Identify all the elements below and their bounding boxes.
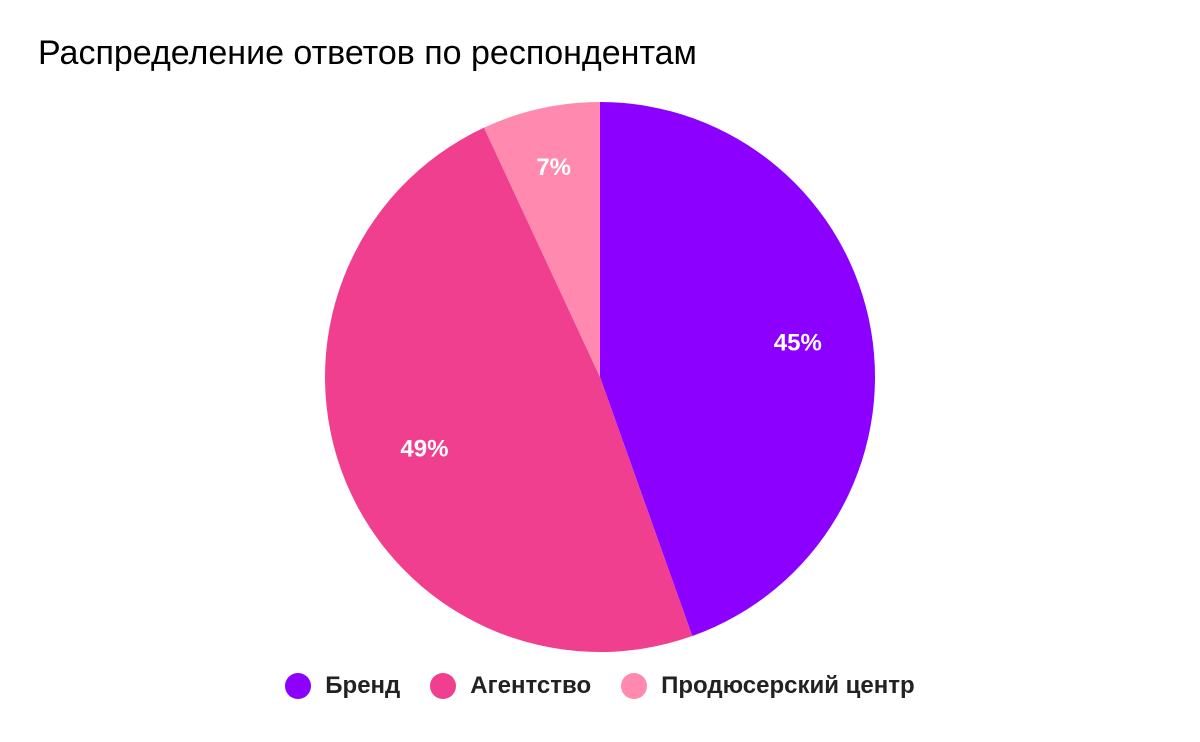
legend-label-production-center: Продюсерский центр [661, 672, 915, 699]
chart-title: Распределение ответов по респондентам [38, 34, 697, 72]
legend-item-production-center[interactable]: Продюсерский центр [621, 672, 915, 700]
pie-label-production-center: 7% [536, 154, 571, 181]
legend-item-brand[interactable]: Бренд [285, 672, 400, 700]
legend-label-brand: Бренд [325, 672, 401, 699]
pie-label-brand: 45% [774, 329, 822, 356]
pie-labels: 45% 49% 7% [400, 154, 821, 462]
legend-swatch-brand [285, 673, 312, 699]
legend-swatch-agency [430, 673, 457, 699]
pie-slices [324, 102, 876, 653]
pie-slice-brand[interactable] [600, 102, 876, 637]
pie-label-agency: 49% [400, 435, 448, 462]
pie-slice-agency[interactable] [324, 127, 693, 653]
legend-label-agency: Агентство [470, 672, 592, 699]
pie-slice-production-center[interactable] [483, 102, 600, 377]
legend-swatch-production-center [621, 673, 648, 699]
legend-item-agency[interactable]: Агентство [430, 672, 591, 700]
legend: Бренд Агентство Продюсерский центр [0, 672, 1200, 700]
